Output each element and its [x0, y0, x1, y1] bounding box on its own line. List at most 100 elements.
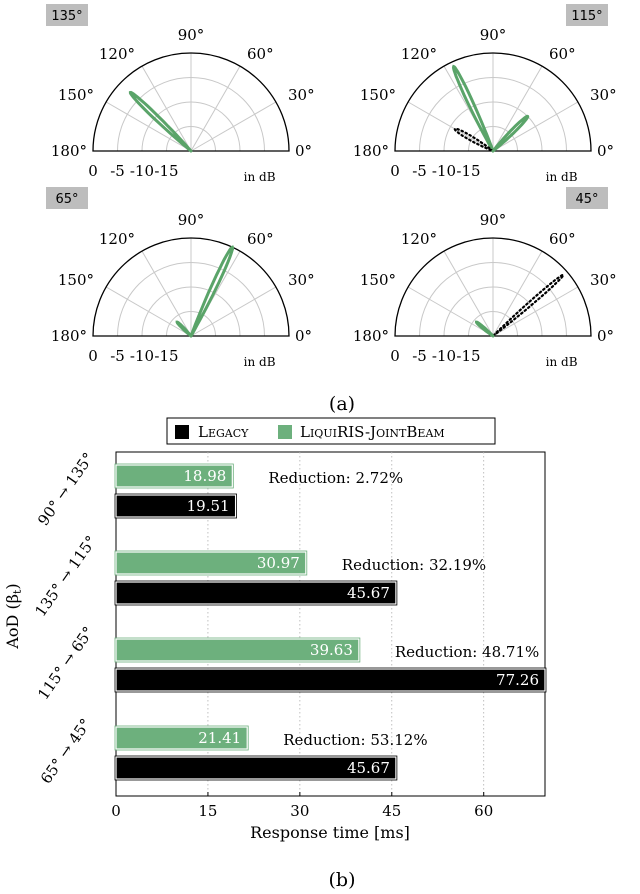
bar-joint	[115, 551, 307, 575]
reduction-annotation: Reduction: 48.71%	[395, 643, 539, 661]
reduction-annotation: Reduction: 32.19%	[342, 556, 486, 574]
bar-joint-outline	[114, 550, 308, 576]
polar-angle-label: 30°	[288, 86, 315, 104]
polar-angle-label: 30°	[590, 86, 617, 104]
polar-angle-label: 90°	[480, 26, 507, 44]
polar-outline	[394, 237, 592, 337]
bar-joint-outline	[114, 725, 249, 751]
bar-value-label-joint: 39.63	[310, 641, 353, 659]
polar-angle-label: 120°	[99, 45, 135, 63]
polar-radial-unit: in dB	[546, 170, 578, 184]
panel-angle-tag: 45°	[566, 187, 608, 209]
bar-value-label-joint: 18.98	[183, 467, 226, 485]
legend-label-legacy: Legacy	[198, 423, 249, 441]
polar-angle-label: 150°	[360, 271, 396, 289]
polar-grid-spoke	[190, 65, 241, 152]
polar-panel: 180° 150° 120° 90° 60° 30° 0° 0 -5 -10 -15 in dB 115…	[353, 4, 617, 184]
polar-angle-label: 30°	[288, 271, 315, 289]
polar-angle-label: 0°	[597, 327, 614, 345]
polar-angle-label: 90°	[178, 211, 205, 229]
y-category-label: 115° → 65°	[34, 623, 97, 703]
polar-radial-tick: -5	[412, 162, 427, 180]
bar-joint	[115, 726, 248, 750]
bar-legacy	[115, 668, 546, 692]
polar-angle-label: 90°	[178, 26, 205, 44]
polar-angle-label: 180°	[51, 327, 87, 345]
polar-radial-tick: -5	[412, 347, 427, 365]
polar-angle-label: 0°	[295, 327, 312, 345]
polar-radial-unit: in dB	[244, 355, 276, 369]
reduction-annotation: Reduction: 2.72%	[268, 469, 403, 487]
polar-panel: 180° 150° 120° 90° 60° 30° 0° 0 -5 -10 -15 in dB 135…	[46, 4, 315, 184]
polar-radial-tick: 0	[390, 347, 400, 365]
lobe-joint	[175, 320, 193, 338]
polar-radial-tick: -10	[130, 162, 154, 180]
bar-legacy	[115, 494, 237, 518]
polar-radial-tick: -15	[456, 162, 480, 180]
polar-radial-tick: 0	[88, 347, 98, 365]
tag-box	[46, 4, 88, 26]
polar-angle-label: 60°	[247, 45, 274, 63]
lobe-joint	[128, 90, 193, 153]
bar-value-label-joint: 30.97	[257, 554, 300, 572]
bar-legacy	[115, 581, 397, 605]
x-tick-label: 15	[198, 802, 217, 820]
x-tick-label: 45	[382, 802, 401, 820]
x-axis-label: Response time [ms]	[250, 823, 410, 842]
polar-angle-label: 90°	[480, 211, 507, 229]
panel-label-a: (a)	[329, 393, 355, 415]
panel-angle-tag: 115°	[566, 4, 608, 26]
bar-value-label-legacy: 45.67	[347, 584, 390, 602]
polar-radial-unit: in dB	[244, 170, 276, 184]
tag-box	[566, 4, 608, 26]
tag-label: 115°	[571, 9, 602, 24]
polar-radial-tick: -5	[110, 162, 125, 180]
polar-angle-label: 180°	[51, 142, 87, 160]
polar-grid-spoke	[492, 101, 579, 152]
y-category-label: 90° → 135°	[34, 449, 97, 529]
tag-label: 135°	[51, 9, 82, 24]
polar-angle-label: 60°	[549, 45, 576, 63]
lobe-joint	[491, 114, 530, 153]
bar-legacy-outline	[114, 493, 237, 519]
lobe-joint	[451, 64, 495, 153]
bar-joint	[115, 638, 360, 662]
bar-legacy-outline	[114, 755, 398, 781]
polar-grid-spoke	[141, 65, 192, 152]
legend-box	[166, 417, 496, 445]
polar-grid-spoke	[190, 101, 277, 152]
tag-label: 45°	[575, 192, 598, 207]
polar-panels: 180°150°120°90°60°30°0°0 -5 -10 -15 in dB135…	[46, 4, 617, 369]
lobe-legacy	[453, 127, 495, 153]
polar-angle-label: 150°	[58, 86, 94, 104]
polar-radial-tick: -10	[432, 162, 456, 180]
polar-outline	[92, 237, 290, 337]
bar-value-label-legacy: 45.67	[347, 759, 390, 777]
legend-label-joint: LiquiRIS-JointBeam	[300, 423, 445, 441]
bar-joint-outline	[114, 463, 234, 489]
polar-angle-label: 60°	[247, 230, 274, 248]
y-category-label: 65° → 45°	[37, 715, 95, 787]
polar-grid-spoke	[492, 250, 543, 337]
lobe-joint	[189, 245, 235, 338]
polar-radial-tick: -15	[456, 347, 480, 365]
polar-angle-label: 30°	[590, 271, 617, 289]
panel-label-b: (b)	[329, 869, 356, 891]
polar-angle-label: 0°	[597, 142, 614, 160]
polar-angle-label: 180°	[353, 327, 389, 345]
bar-value-label-joint: 21.41	[198, 729, 241, 747]
polar-radial-tick: -10	[130, 347, 154, 365]
polar-angle-label: 120°	[401, 230, 437, 248]
polar-radial-tick: -10	[432, 347, 456, 365]
polar-panel: 180° 150° 120° 90° 60° 30° 0° 0 -5 -10 -15 in dB 65°	[46, 187, 315, 369]
polar-grid-spoke	[443, 250, 494, 337]
x-tick-label: 0	[111, 802, 121, 820]
polar-angle-label: 60°	[549, 230, 576, 248]
reduction-annotation: Reduction: 53.12%	[283, 731, 427, 749]
bar-legacy	[115, 756, 397, 780]
bar-chart: 0 15 30 45 60 18.98 19.51 Reduction: 2.72% 90° →…	[31, 449, 547, 820]
polar-radial-tick: 0	[390, 162, 400, 180]
x-tick-label: 30	[290, 802, 309, 820]
polar-angle-label: 120°	[99, 230, 135, 248]
